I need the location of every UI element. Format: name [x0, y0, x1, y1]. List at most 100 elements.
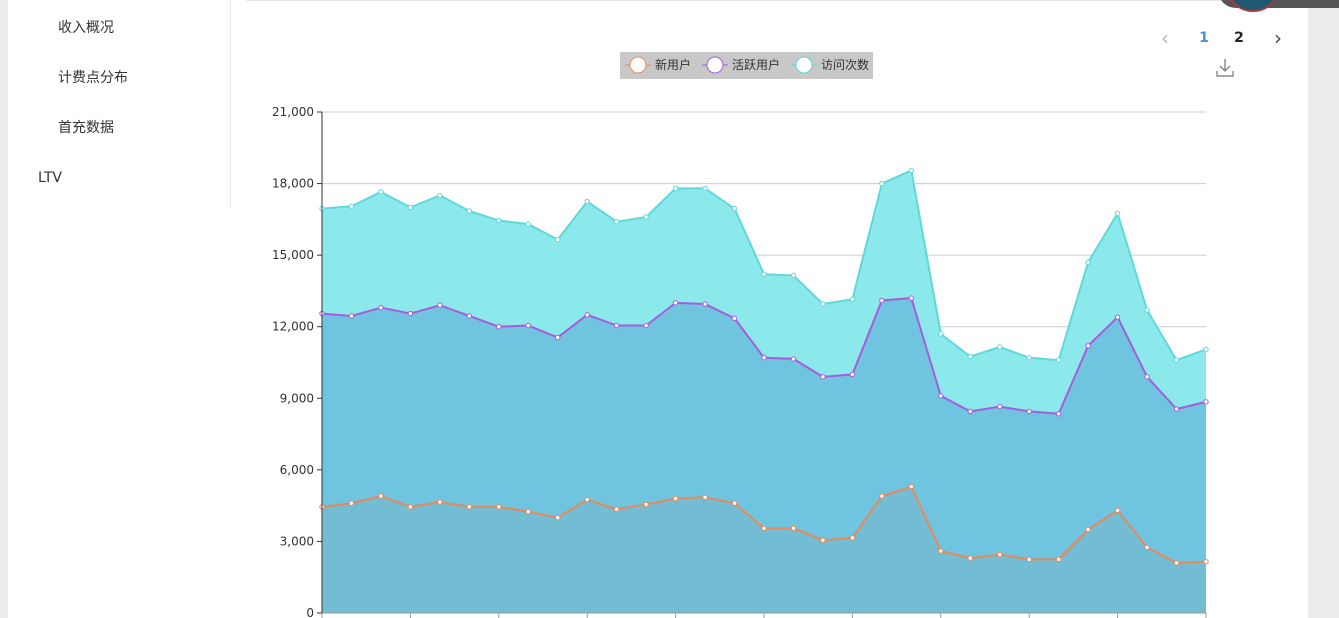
- point-new_users-6: [496, 504, 502, 510]
- point-new_users-13: [702, 494, 708, 500]
- point-active_users-24: [1026, 408, 1032, 415]
- point-active_users-6: [496, 324, 502, 330]
- point-visits-2: [378, 189, 384, 195]
- header-divider: [246, 0, 1308, 1]
- sidebar-item-billing-distribution[interactable]: 计费点分布: [58, 70, 128, 86]
- point-new_users-19: [879, 493, 885, 499]
- point-active_users-28: [1144, 374, 1150, 380]
- legend-label-visits: 访问次数: [821, 58, 870, 72]
- point-visits-24: [1026, 355, 1032, 361]
- point-active_users-3: [407, 310, 414, 317]
- point-new_users-28: [1144, 544, 1150, 551]
- point-active_users-11: [643, 322, 649, 329]
- point-active_users-29: [1173, 406, 1180, 412]
- point-new_users-4: [437, 499, 443, 505]
- point-visits-18: [849, 296, 856, 302]
- point-new_users-5: [466, 504, 473, 510]
- y-tick-label-1: 3,000: [280, 534, 314, 548]
- point-new_users-8: [555, 514, 561, 521]
- point-visits-23: [997, 344, 1003, 350]
- point-visits-5: [466, 208, 473, 214]
- point-new_users-29: [1173, 560, 1180, 566]
- point-visits-4: [437, 192, 443, 199]
- point-visits-3: [407, 204, 414, 211]
- point-new_users-3: [407, 504, 414, 510]
- point-active_users-18: [849, 371, 856, 378]
- y-tick-label-7: 21,000: [272, 105, 314, 119]
- area-new_users: [322, 486, 1206, 613]
- point-visits-8: [555, 236, 561, 243]
- point-visits-7: [525, 221, 531, 227]
- point-active_users-7: [525, 322, 531, 329]
- point-new_users-12: [672, 495, 679, 502]
- point-visits-27: [1114, 210, 1121, 217]
- point-active_users-1: [348, 313, 355, 319]
- point-active_users-2: [378, 304, 384, 311]
- point-visits-22: [967, 353, 973, 360]
- point-new_users-20: [908, 483, 915, 490]
- point-new_users-21: [938, 548, 944, 554]
- point-active_users-15: [761, 355, 767, 361]
- point-active_users-5: [466, 313, 473, 319]
- point-visits-28: [1144, 307, 1150, 313]
- y-tick-label-2: 6,000: [280, 463, 314, 477]
- point-visits-15: [761, 271, 767, 277]
- point-visits-6: [496, 217, 502, 224]
- point-visits-29: [1173, 357, 1180, 363]
- download-icon[interactable]: [1214, 56, 1236, 80]
- user-menu-bar[interactable]: [1218, 0, 1339, 8]
- point-active_users-27: [1114, 314, 1121, 320]
- sidebar-item-first-charge[interactable]: 首充数据: [58, 120, 114, 136]
- point-new_users-15: [761, 525, 767, 532]
- point-new_users-10: [613, 506, 620, 512]
- point-visits-19: [879, 180, 885, 187]
- sidebar: 收入概况 计费点分布 首充数据 LTV: [8, 0, 231, 208]
- point-active_users-13: [702, 301, 708, 307]
- point-active_users-8: [555, 334, 561, 341]
- point-active_users-22: [967, 408, 973, 415]
- y-tick-label-3: 9,000: [280, 391, 314, 405]
- point-new_users-2: [378, 493, 384, 499]
- sidebar-item-ltv[interactable]: LTV: [38, 170, 63, 186]
- point-active_users-20: [908, 295, 915, 301]
- point-visits-10: [613, 219, 620, 225]
- point-active_users-10: [613, 322, 620, 329]
- point-new_users-30: [1203, 559, 1209, 565]
- pager-prev-button[interactable]: ‹: [1161, 26, 1169, 50]
- point-visits-16: [790, 272, 797, 279]
- point-active_users-21: [938, 393, 944, 399]
- point-active_users-9: [584, 312, 590, 318]
- pager-page-2[interactable]: 2: [1234, 30, 1244, 46]
- point-visits-1: [348, 203, 355, 209]
- point-new_users-9: [584, 496, 590, 503]
- point-active_users-12: [672, 300, 679, 306]
- point-new_users-25: [1055, 556, 1062, 563]
- point-new_users-26: [1085, 526, 1091, 533]
- y-tick-label-5: 15,000: [272, 248, 314, 262]
- point-new_users-16: [790, 525, 797, 532]
- point-visits-25: [1055, 357, 1062, 363]
- point-visits-17: [820, 301, 826, 307]
- point-new_users-17: [820, 537, 826, 543]
- point-new_users-14: [731, 500, 738, 506]
- point-new_users-22: [967, 555, 973, 561]
- point-new_users-24: [1026, 556, 1032, 563]
- pager-next-button[interactable]: ›: [1274, 26, 1282, 50]
- point-visits-30: [1203, 346, 1209, 353]
- sidebar-item-revenue-overview[interactable]: 收入概况: [58, 20, 114, 36]
- point-new_users-1: [348, 500, 355, 506]
- point-active_users-17: [820, 374, 826, 380]
- point-new_users-18: [849, 535, 856, 541]
- chart-legend: 新用户 活跃用户 访问次数: [620, 52, 873, 79]
- point-new_users-27: [1114, 507, 1121, 514]
- legend-label-new-users: 新用户: [655, 58, 692, 72]
- point-new_users-23: [997, 551, 1003, 558]
- pager-page-1[interactable]: 1: [1199, 30, 1209, 46]
- point-active_users-14: [731, 315, 738, 322]
- legend-label-active-users: 活跃用户: [732, 58, 781, 72]
- point-active_users-19: [879, 297, 885, 304]
- point-visits-20: [908, 167, 915, 174]
- point-new_users-11: [643, 501, 649, 508]
- point-active_users-26: [1085, 343, 1091, 349]
